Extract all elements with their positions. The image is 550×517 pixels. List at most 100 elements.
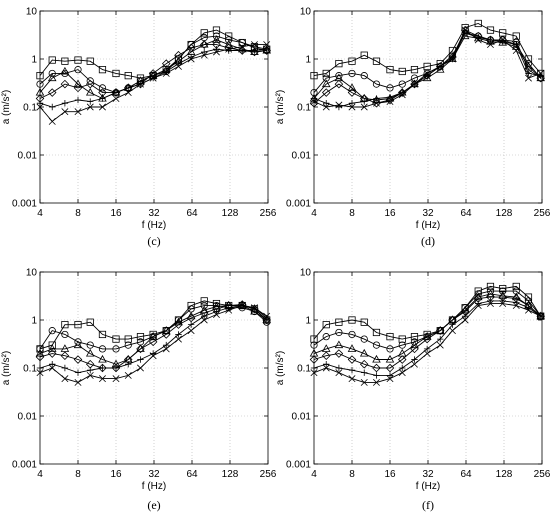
series-line — [313, 296, 541, 369]
plus-marker — [386, 372, 394, 379]
x-marker — [360, 378, 368, 386]
x-marker — [212, 311, 220, 319]
plus-marker — [373, 372, 380, 379]
y-tick-label: 10 — [300, 7, 312, 18]
square-marker — [398, 67, 406, 76]
plus-marker — [310, 364, 318, 372]
x-marker — [335, 101, 343, 109]
plus-marker — [239, 47, 246, 54]
diamond-marker — [347, 88, 357, 97]
square-marker — [512, 32, 520, 40]
diamond-marker — [73, 355, 83, 364]
x-marker — [474, 302, 482, 310]
triangle-marker — [199, 39, 209, 48]
x-marker — [512, 47, 520, 55]
chart-panel-e: 4 8 16 32 64 128 256 0.001 0.01 0.1 1 10 f (Hz) a (m/… — [1, 268, 277, 513]
square-marker — [310, 72, 318, 80]
plus-marker — [213, 308, 220, 315]
x-axis-label: f (Hz) — [416, 220, 440, 231]
triangle-marker — [334, 340, 344, 349]
x-marker — [486, 300, 494, 308]
circle-marker — [335, 328, 343, 337]
x-tick-label: 32 — [148, 208, 160, 219]
triangle-marker — [385, 354, 395, 363]
x-tick-label: 256 — [534, 208, 550, 219]
diamond-marker — [321, 351, 331, 361]
square-marker — [124, 335, 132, 343]
y-tick-label: 10 — [26, 268, 38, 279]
x-tick-label: 4 — [311, 208, 317, 219]
square-marker — [74, 321, 82, 329]
circle-marker — [372, 80, 381, 88]
series-line — [313, 285, 542, 340]
x-tick-label: 8 — [75, 469, 81, 480]
x-marker — [250, 304, 258, 312]
x-tick-label: 128 — [496, 208, 513, 219]
x-marker — [250, 41, 258, 49]
x-marker — [225, 306, 233, 314]
y-tick-label: 10 — [26, 7, 38, 18]
square-marker — [372, 57, 381, 65]
square-marker — [86, 57, 94, 65]
y-tick-label: 1 — [31, 55, 37, 66]
diamond-marker — [35, 352, 45, 362]
circle-marker — [61, 330, 69, 339]
triangle-marker — [98, 354, 107, 363]
series-x — [310, 26, 545, 111]
panel-caption: (f) — [422, 498, 434, 512]
diamond-marker — [309, 98, 319, 108]
diamond-marker — [47, 349, 57, 358]
plus-marker — [112, 89, 120, 96]
circle-marker — [335, 72, 343, 80]
chart-panel-d: 4 8 16 32 64 128 256 0.001 0.01 0.1 1 10 f (Hz) a (m/… — [275, 7, 550, 249]
x-marker — [322, 364, 330, 372]
square-marker — [200, 29, 208, 37]
triangle-marker — [212, 35, 221, 43]
triangle-marker — [85, 87, 95, 96]
y-axis-label: a (m/s²) — [1, 90, 12, 124]
x-marker — [61, 108, 69, 116]
circle-marker — [322, 74, 330, 82]
triangle-marker — [148, 332, 158, 340]
triangle-marker — [486, 289, 495, 297]
y-tick-label: 0.001 — [12, 460, 37, 471]
diamond-marker — [422, 71, 432, 80]
x-marker — [238, 302, 246, 310]
x-marker — [86, 103, 94, 111]
series-line — [313, 300, 541, 376]
diamond-marker — [309, 355, 319, 364]
plus-marker — [335, 364, 343, 372]
x-marker — [238, 43, 246, 51]
x-marker — [124, 371, 132, 379]
diamond-marker — [334, 79, 344, 89]
plus-marker — [74, 369, 82, 376]
plus-marker — [125, 360, 132, 368]
x-marker — [263, 41, 271, 49]
y-tick-label: 1 — [305, 55, 311, 66]
diamond-marker — [372, 98, 381, 108]
diamond-marker — [186, 43, 196, 53]
y-tick-label: 0.01 — [18, 151, 38, 162]
triangle-marker — [460, 31, 470, 40]
x-axis-label: f (Hz) — [142, 481, 166, 492]
diamond-marker — [174, 50, 183, 60]
x-marker — [537, 312, 545, 320]
diamond-marker — [372, 363, 381, 373]
x-marker — [48, 117, 56, 125]
plus-marker — [513, 41, 520, 48]
diamond-marker — [85, 79, 95, 89]
x-marker — [112, 375, 120, 383]
y-tick-label: 0.1 — [297, 103, 311, 114]
diamond-marker — [359, 359, 369, 369]
x-marker — [174, 62, 182, 70]
circle-marker — [348, 69, 356, 78]
diamond-marker — [385, 363, 395, 373]
y-tick-label: 0.1 — [23, 364, 37, 375]
x-tick-label: 128 — [496, 469, 513, 480]
y-axis-label: a (m/s²) — [275, 90, 286, 124]
x-marker — [136, 364, 144, 372]
x-marker — [386, 98, 394, 106]
circle-marker — [524, 297, 533, 305]
x-marker — [499, 36, 507, 44]
x-marker — [499, 300, 507, 308]
